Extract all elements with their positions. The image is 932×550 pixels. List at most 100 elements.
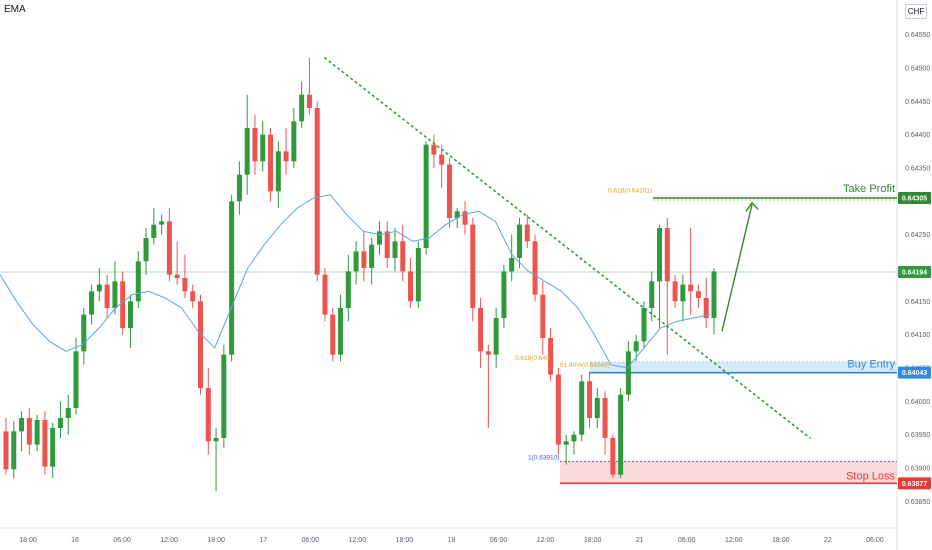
x-tick-label: 18:00 <box>584 537 602 544</box>
candle-body <box>516 224 522 258</box>
candle-body <box>19 418 25 432</box>
y-tick-label: 0.64350 <box>905 166 930 173</box>
y-tick-label: 0.64400 <box>905 132 930 139</box>
x-tick-label: 16 <box>71 537 79 544</box>
candle-body <box>89 291 95 315</box>
candle-body <box>532 241 538 295</box>
candle-body <box>299 94 305 122</box>
candle-body <box>81 314 87 352</box>
candle-body <box>618 394 624 475</box>
candle-body <box>625 351 631 395</box>
candle-body <box>205 388 211 442</box>
x-tick-label: 06:00 <box>302 537 320 544</box>
candle-body <box>283 151 289 162</box>
candle-body <box>470 224 476 308</box>
buy-entry-label: Buy Entry <box>847 359 895 371</box>
candle-body <box>649 281 655 308</box>
candle-body <box>555 374 561 445</box>
stop-loss-zone <box>560 461 897 484</box>
y-tick-label: 0.64100 <box>905 332 930 339</box>
candle-body <box>423 144 429 248</box>
candle-body <box>252 128 258 162</box>
candle-body <box>221 354 227 438</box>
candle-body <box>657 228 663 282</box>
candle-body <box>563 441 569 445</box>
stop-loss-price-tag <box>898 477 931 490</box>
candle-body <box>579 381 585 435</box>
projection-arrow <box>721 204 753 332</box>
candle-body <box>602 398 608 438</box>
x-tick-label: 12:00 <box>537 537 555 544</box>
buy-entry-zone <box>590 362 897 373</box>
candle-body <box>174 274 180 278</box>
buy-entry-price-tag-label: 0.64043 <box>902 370 927 377</box>
candle-body <box>11 431 17 470</box>
x-tick-label: 06:00 <box>678 537 696 544</box>
x-tick-label: 06:00 <box>113 537 131 544</box>
candle-body <box>688 284 694 292</box>
y-tick-label: 0.63900 <box>905 466 930 473</box>
candle-body <box>127 301 133 328</box>
candle-body <box>236 174 242 202</box>
candle-body <box>408 271 414 302</box>
candle-body <box>26 418 32 445</box>
candle-body <box>322 274 328 315</box>
candle-body <box>306 94 312 108</box>
candle-body <box>462 211 468 225</box>
candle-body <box>711 271 717 318</box>
x-tick-label: 12:00 <box>160 537 178 544</box>
x-tick-label: 06:00 <box>490 537 508 544</box>
take-profit-label: Take Profit <box>843 183 895 195</box>
y-tick-label: 0.64250 <box>905 232 930 239</box>
candle-body <box>415 248 421 302</box>
candle-body <box>338 308 344 355</box>
ema-indicator-label[interactable]: EMA <box>4 4 26 15</box>
candle-body <box>587 381 592 418</box>
candle-body <box>540 294 546 338</box>
candle-body <box>633 341 639 352</box>
candle-body <box>151 224 157 238</box>
candle-body <box>478 308 484 352</box>
x-tick-label: 17 <box>259 537 267 544</box>
stop-loss-label: Stop Loss <box>846 470 895 482</box>
candle-body <box>244 128 250 175</box>
candle-body <box>493 318 499 355</box>
candle-body <box>509 258 515 272</box>
candle-body <box>384 231 390 258</box>
candle-body <box>104 284 110 308</box>
candle-body <box>268 134 274 192</box>
candle-body <box>703 298 709 318</box>
candle-body <box>96 284 102 292</box>
x-tick-label: 12:00 <box>725 537 743 544</box>
candle-body <box>213 438 219 442</box>
candle-body <box>431 144 437 155</box>
x-tick-label: 12:00 <box>349 537 367 544</box>
candle-body <box>260 134 266 162</box>
candle-body <box>57 418 63 428</box>
candle-body <box>571 434 577 442</box>
candle-body <box>454 211 460 218</box>
candle-body <box>34 420 40 445</box>
x-tick-label: 18:00 <box>207 537 225 544</box>
candle-body <box>548 338 554 375</box>
take-profit-fib-label: 0.618(0.64101) <box>608 188 652 195</box>
candle-body <box>314 108 320 275</box>
candle-body <box>291 121 297 162</box>
candle-body <box>610 438 616 475</box>
x-tick-label: 18:00 <box>396 537 414 544</box>
candle-body <box>159 221 165 225</box>
stop-loss-price-tag-label: 0.63877 <box>902 481 927 488</box>
current-price-tag-label: 0.64194 <box>902 270 927 277</box>
candle-body <box>166 221 172 275</box>
candle-body <box>680 284 686 302</box>
candle-body <box>42 420 48 467</box>
ema-line <box>0 194 711 369</box>
currency-button[interactable]: CHF <box>905 4 927 19</box>
candle-body <box>392 241 398 258</box>
candle-body <box>182 278 188 292</box>
candle-body <box>501 271 507 318</box>
candle-body <box>198 301 203 388</box>
y-tick-label: 0.64500 <box>905 66 930 73</box>
candle-body <box>143 238 149 262</box>
